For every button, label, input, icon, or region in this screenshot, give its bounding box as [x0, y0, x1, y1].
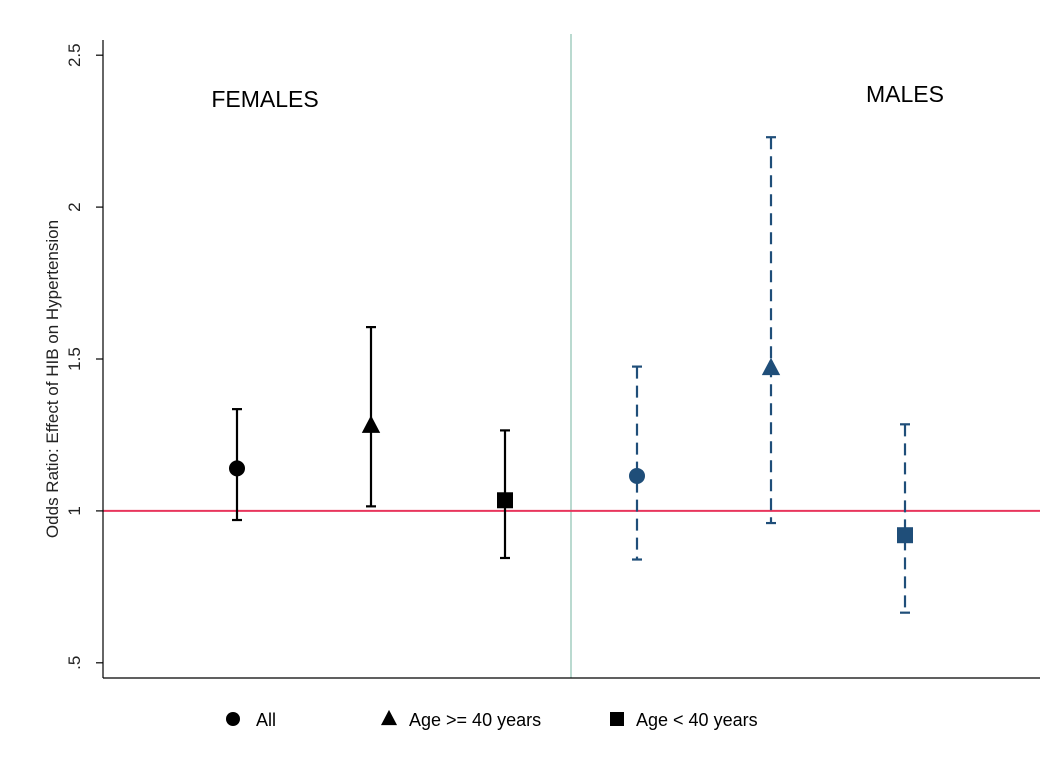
y-tick-label: 2 [65, 202, 84, 211]
legend-marker [226, 712, 240, 726]
group-label: MALES [866, 81, 944, 107]
y-tick-label: 1 [65, 506, 84, 515]
point-marker [629, 467, 645, 484]
point-marker [897, 527, 913, 544]
legend-marker [610, 712, 624, 726]
legend-marker [380, 709, 398, 726]
point-marker [761, 357, 781, 376]
point-marker [361, 415, 381, 433]
y-tick-label: 1.5 [65, 347, 84, 371]
y-tick-label: 2.5 [65, 43, 84, 67]
legend-label: All [256, 710, 276, 730]
y-axis-title: Odds Ratio: Effect of HIB on Hypertensio… [43, 220, 62, 538]
legend-label: Age >= 40 years [409, 710, 541, 730]
point-marker [497, 492, 513, 509]
legend-label: Age < 40 years [636, 710, 758, 730]
point-marker [229, 460, 245, 477]
group-label: FEMALES [211, 86, 318, 112]
y-tick-label: .5 [65, 656, 84, 670]
